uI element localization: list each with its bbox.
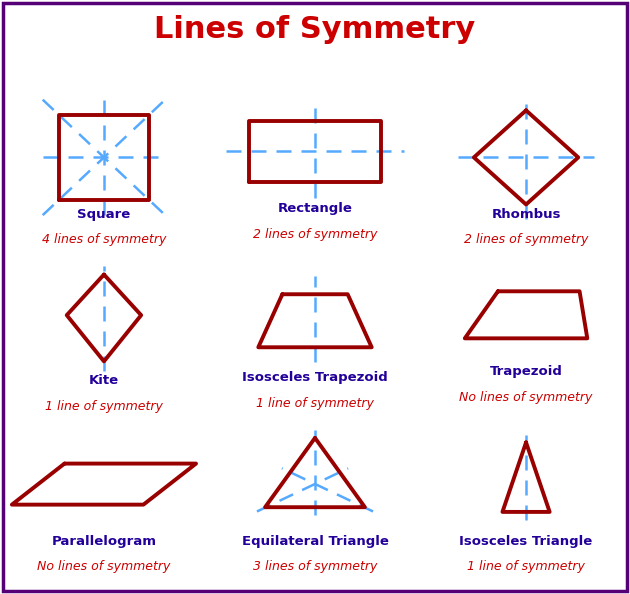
Text: Rectangle: Rectangle (278, 202, 352, 215)
Text: Parallelogram: Parallelogram (52, 535, 156, 548)
Text: No lines of symmetry: No lines of symmetry (37, 560, 171, 573)
Text: Kite: Kite (89, 374, 119, 387)
Text: Rhombus: Rhombus (491, 208, 561, 221)
Text: Trapezoid: Trapezoid (490, 365, 563, 378)
Text: Isosceles Triangle: Isosceles Triangle (459, 535, 593, 548)
Text: 2 lines of symmetry: 2 lines of symmetry (464, 233, 588, 247)
Text: Square: Square (77, 208, 130, 221)
Text: 2 lines of symmetry: 2 lines of symmetry (253, 228, 377, 241)
Text: 1 line of symmetry: 1 line of symmetry (467, 560, 585, 573)
Text: 1 line of symmetry: 1 line of symmetry (256, 397, 374, 410)
Text: 3 lines of symmetry: 3 lines of symmetry (253, 560, 377, 573)
Text: No lines of symmetry: No lines of symmetry (459, 391, 593, 404)
Text: Equilateral Triangle: Equilateral Triangle (241, 535, 389, 548)
Text: 1 line of symmetry: 1 line of symmetry (45, 400, 163, 413)
Text: Lines of Symmetry: Lines of Symmetry (154, 15, 476, 44)
Text: Isosceles Trapezoid: Isosceles Trapezoid (242, 371, 388, 384)
Text: 4 lines of symmetry: 4 lines of symmetry (42, 233, 166, 247)
